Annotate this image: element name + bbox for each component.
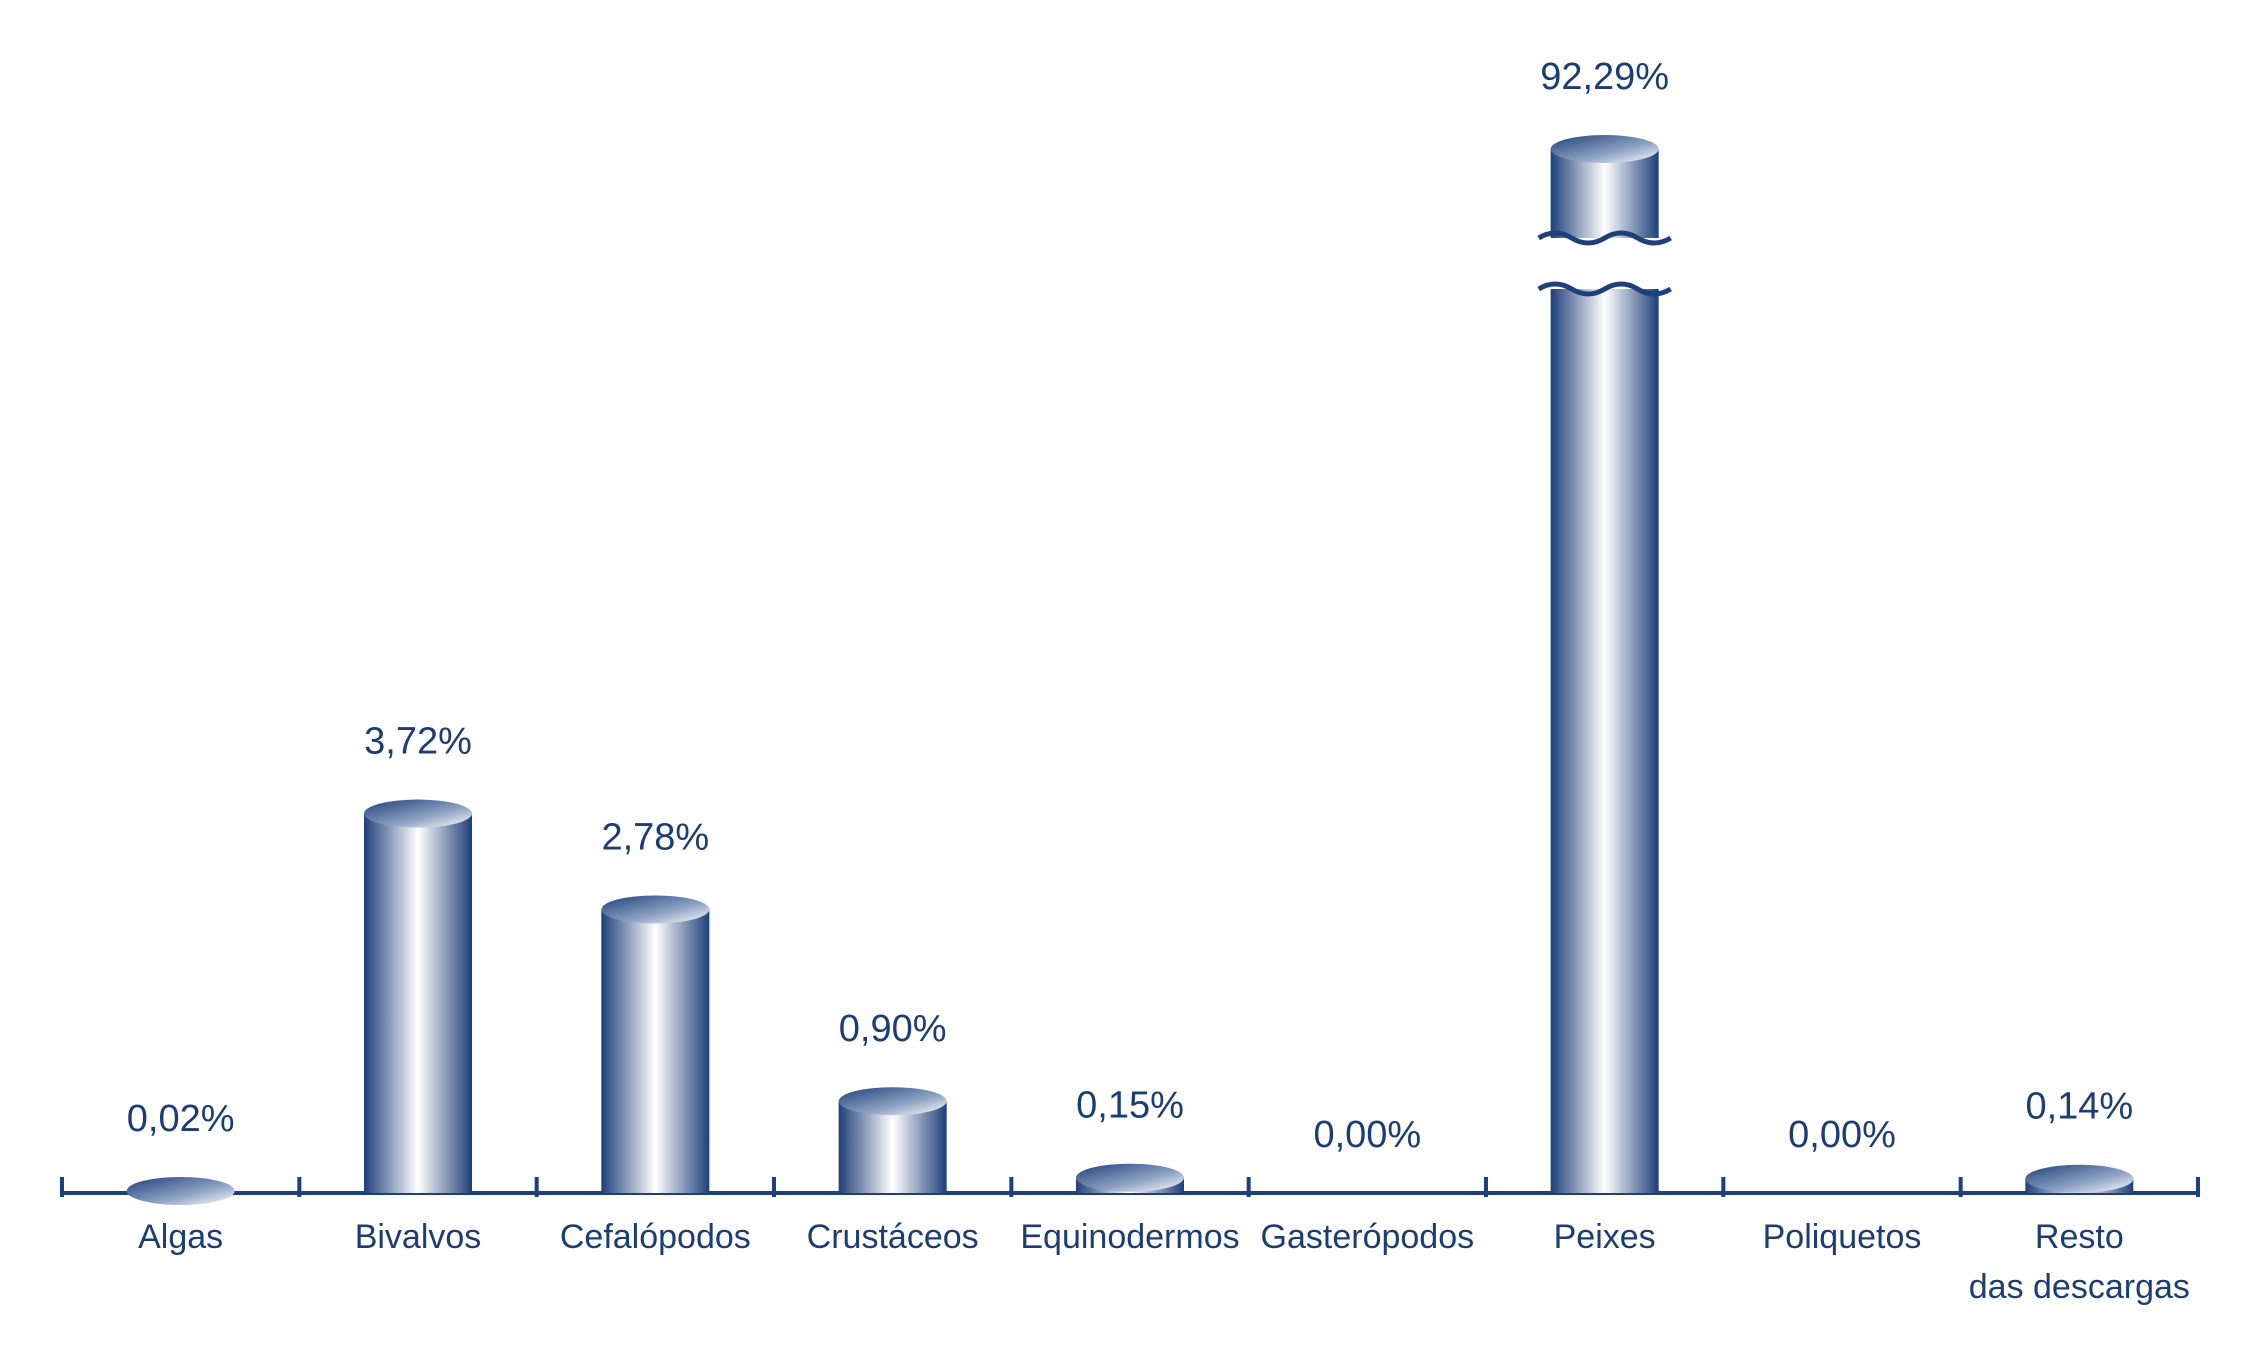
bar bbox=[838, 1087, 947, 1193]
x-tick-label: Poliquetos bbox=[1762, 1218, 1922, 1256]
bar bbox=[2025, 1164, 2134, 1193]
value-label: 0,02% bbox=[127, 1098, 235, 1140]
x-tick-label: Resto das descargas bbox=[1968, 1218, 2190, 1306]
x-tick-label: Crustáceos bbox=[806, 1218, 979, 1256]
x-tick-label: Bivalvos bbox=[354, 1218, 482, 1256]
value-label: 0,14% bbox=[2025, 1086, 2133, 1128]
bar-top bbox=[838, 1087, 947, 1116]
x-tick-label: Equinodermos bbox=[1020, 1218, 1240, 1256]
break-gap bbox=[1536, 238, 1673, 289]
bar bbox=[1076, 1163, 1184, 1193]
value-label: 3,72% bbox=[364, 721, 472, 763]
bar-top bbox=[126, 1176, 235, 1205]
bar-body bbox=[1550, 149, 1659, 1193]
x-tick-label: Peixes bbox=[1553, 1218, 1656, 1256]
bar bbox=[601, 895, 710, 1193]
bar-body bbox=[601, 909, 710, 1193]
value-label: 2,78% bbox=[601, 816, 709, 858]
value-label: 0,90% bbox=[839, 1008, 947, 1050]
bar-body bbox=[838, 1101, 947, 1193]
x-tick-label: Gasterópodos bbox=[1260, 1218, 1475, 1256]
value-label: 0,00% bbox=[1313, 1114, 1421, 1156]
value-label: 0,00% bbox=[1788, 1114, 1896, 1156]
bar-top bbox=[601, 895, 710, 924]
bar-top bbox=[1550, 135, 1659, 163]
bar bbox=[364, 799, 472, 1193]
break-line bbox=[1537, 230, 1672, 246]
bar-top bbox=[1076, 1163, 1184, 1192]
bar bbox=[126, 1176, 235, 1205]
bar-top bbox=[364, 799, 472, 828]
bar-body bbox=[364, 813, 472, 1193]
x-tick-label: Algas bbox=[138, 1218, 224, 1256]
value-label: 92,29% bbox=[1540, 56, 1669, 98]
x-tick-label: Cefalópodos bbox=[559, 1218, 751, 1256]
value-label: 0,15% bbox=[1076, 1085, 1184, 1127]
break-line bbox=[1537, 281, 1672, 297]
bar bbox=[1536, 135, 1673, 1193]
bar-top bbox=[2025, 1164, 2134, 1193]
